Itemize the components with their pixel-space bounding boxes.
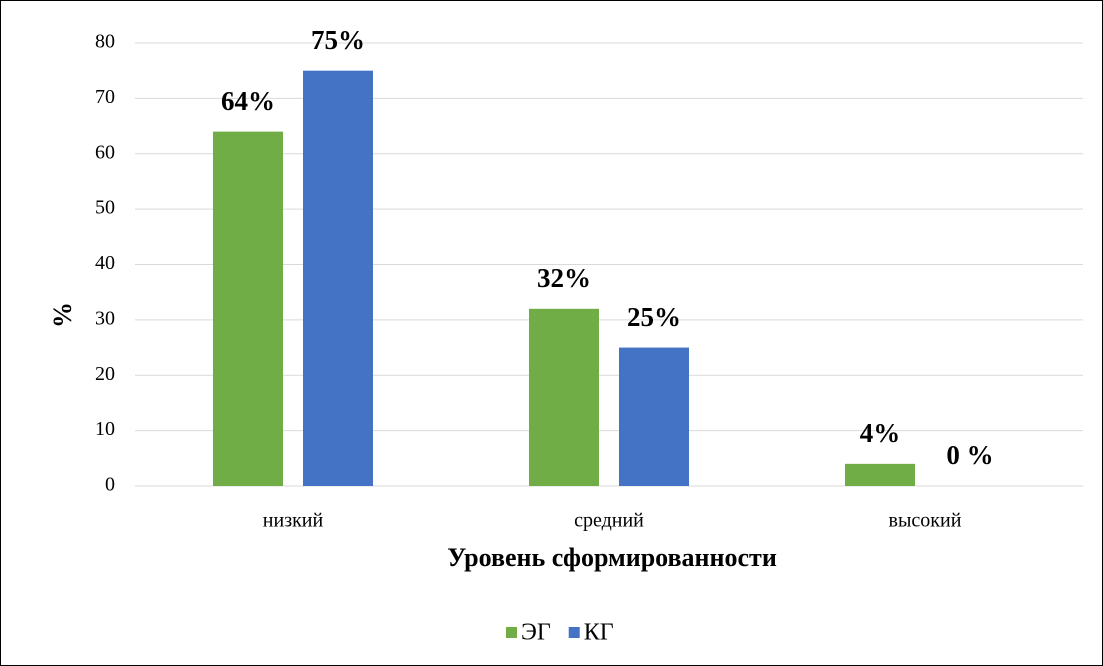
bar	[845, 463, 915, 486]
x-tick-label: низкий	[263, 510, 324, 532]
x-tick-label: средний	[574, 510, 644, 532]
y-tick-label: 0	[105, 474, 115, 496]
legend-swatch	[568, 627, 580, 638]
value-label: 25%	[627, 302, 681, 332]
y-tick-label: 70	[95, 86, 115, 108]
bar	[529, 308, 599, 486]
bar	[619, 347, 689, 486]
value-label: 75%	[311, 25, 365, 55]
y-tick-label: 80	[95, 31, 115, 53]
y-tick-label: 50	[95, 197, 115, 219]
x-axis-title: Уровень сформированности	[447, 543, 777, 572]
value-label: 0 %	[946, 440, 993, 470]
y-axis-title: %	[48, 302, 77, 328]
y-tick-label: 40	[95, 252, 115, 274]
bar	[213, 131, 283, 486]
value-label: 32%	[537, 263, 591, 293]
bar	[303, 70, 373, 486]
value-label: 4%	[860, 418, 901, 448]
legend-label: КГ	[584, 620, 614, 646]
legend-swatch	[506, 627, 517, 638]
y-tick-label: 20	[95, 363, 115, 385]
value-label: 64%	[221, 86, 275, 116]
y-tick-label: 60	[95, 141, 115, 163]
y-tick-label: 30	[95, 307, 115, 329]
x-tick-label: высокий	[889, 510, 962, 532]
y-tick-label: 10	[95, 418, 115, 440]
legend-label: ЭГ	[521, 620, 551, 646]
